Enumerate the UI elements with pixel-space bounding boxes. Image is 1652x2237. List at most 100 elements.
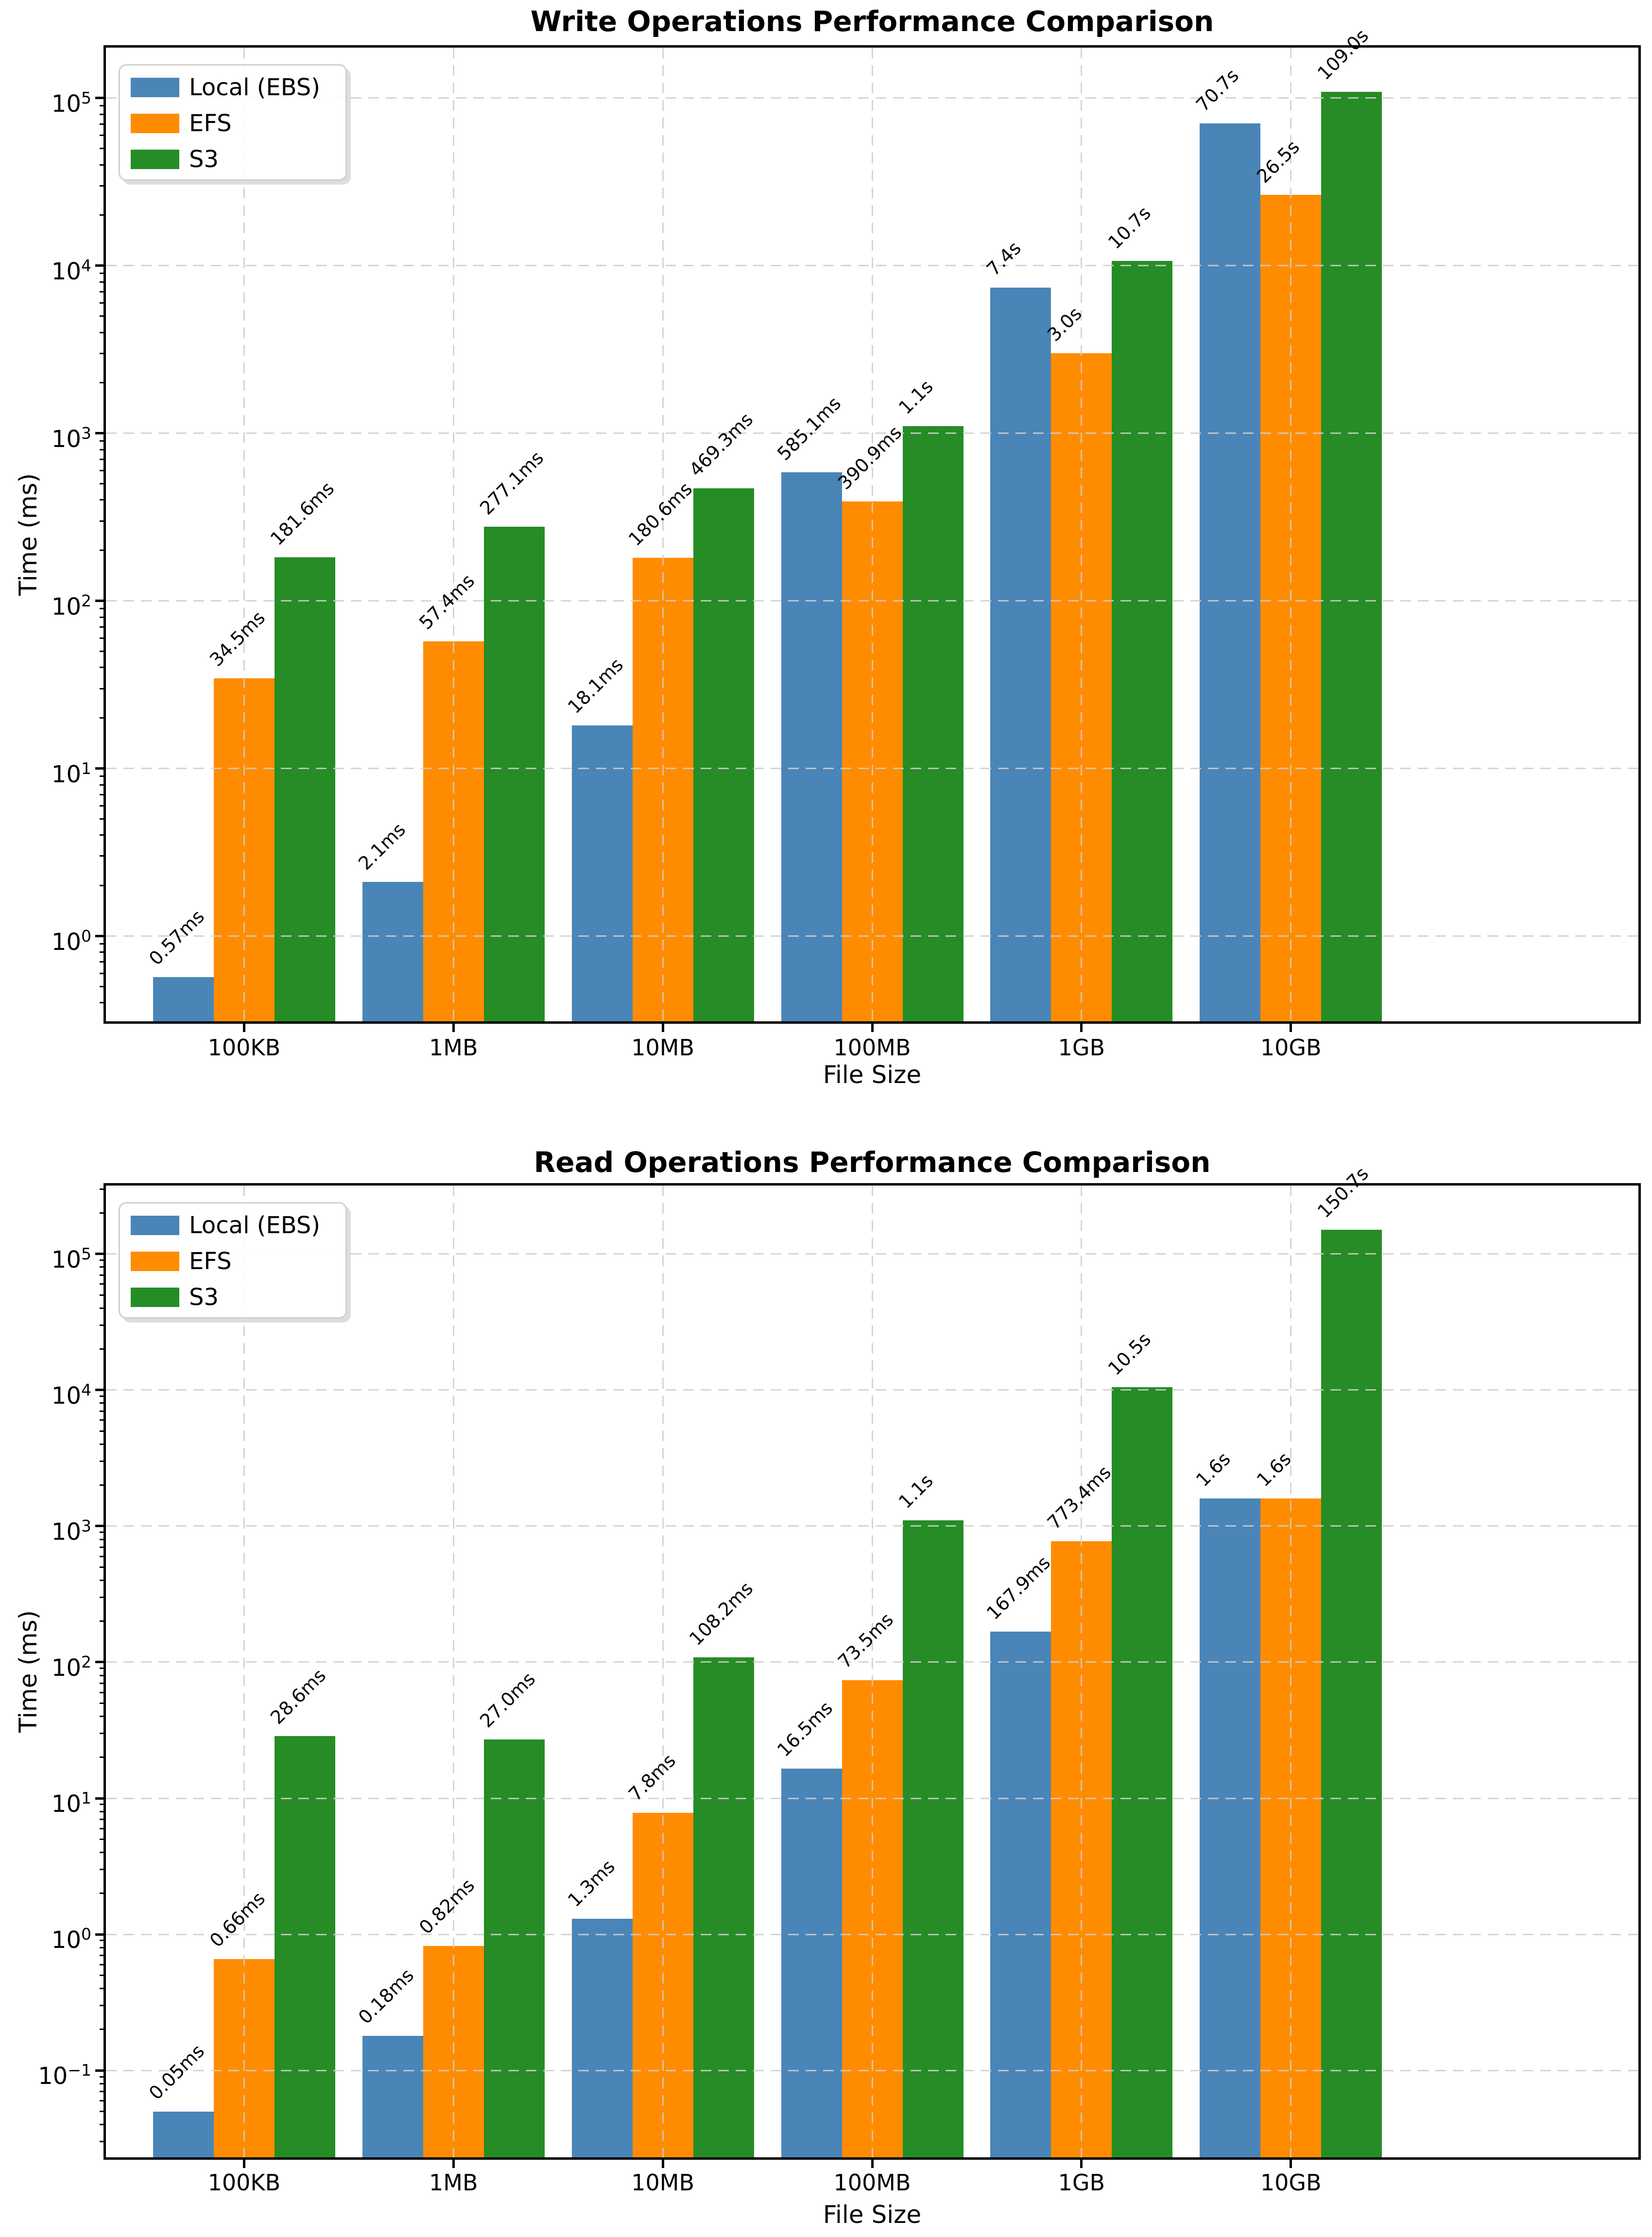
x-tick	[1080, 1021, 1083, 1032]
bar-local-ebs	[362, 882, 423, 1021]
y-minor-tick	[100, 1988, 106, 1990]
y-minor-tick	[100, 123, 106, 125]
bar-local-ebs	[990, 287, 1051, 1021]
bar-local-ebs	[571, 725, 633, 1021]
y-major-tick	[95, 600, 106, 602]
bar-local-ebs	[1200, 123, 1261, 1021]
y-minor-tick	[100, 1893, 106, 1894]
y-minor-tick	[100, 1691, 106, 1693]
x-tick	[871, 1021, 874, 1032]
bar-efs	[1051, 353, 1112, 1021]
y-minor-tick	[100, 1002, 106, 1004]
y-minor-tick	[100, 2141, 106, 2143]
y-tick-label: 104	[51, 1380, 91, 1410]
bar-value-label: 390.9ms	[834, 422, 906, 494]
y-minor-tick	[100, 185, 106, 187]
x-tick-label: 1MB	[429, 1034, 478, 1061]
y-minor-tick	[100, 1443, 106, 1445]
y-minor-tick	[100, 667, 106, 669]
bar-value-label: 1.6s	[1191, 1447, 1235, 1491]
bar-value-label: 57.4ms	[415, 569, 479, 634]
legend: Local (EBS) EFS S3	[119, 64, 347, 181]
y-minor-tick	[100, 972, 106, 974]
y-major-tick	[95, 1661, 106, 1664]
bar-local-ebs	[362, 2035, 423, 2157]
bar-s3	[902, 426, 964, 1021]
y-minor-tick	[100, 1946, 106, 1948]
y-minor-tick	[100, 1869, 106, 1870]
y-minor-tick	[100, 1460, 106, 1462]
plot-area	[103, 45, 1641, 1024]
bar-s3	[1112, 1387, 1173, 2157]
y-minor-tick	[100, 616, 106, 618]
y-tick-label: 102	[51, 591, 91, 620]
x-tick	[242, 2157, 245, 2168]
bar-value-label: 0.66ms	[206, 1887, 270, 1951]
bar-value-label: 26.5s	[1252, 136, 1304, 187]
y-major-tick	[95, 935, 106, 938]
x-tick-label: 100MB	[833, 2169, 911, 2196]
v-gridline	[452, 48, 454, 1021]
legend-item-s3: S3	[120, 141, 345, 177]
bar-s3	[693, 488, 754, 1021]
h-gridline	[106, 2069, 1638, 2071]
y-minor-tick	[100, 1963, 106, 1965]
y-minor-tick	[100, 520, 106, 522]
y-minor-tick	[100, 2091, 106, 2093]
x-tick	[452, 1021, 455, 1032]
bar-s3	[483, 1739, 545, 2157]
v-gridline	[1081, 1186, 1083, 2157]
y-minor-tick	[100, 1419, 106, 1421]
x-tick-label: 1GB	[1058, 2169, 1105, 2196]
legend-swatch-s3	[131, 1288, 179, 1307]
y-minor-tick	[100, 458, 106, 460]
y-minor-tick	[100, 1555, 106, 1557]
bar-value-label: 109.0s	[1313, 25, 1373, 85]
legend-label: EFS	[189, 1248, 232, 1275]
y-minor-tick	[100, 1546, 106, 1548]
y-tick-label: 104	[51, 256, 91, 285]
y-minor-tick	[100, 651, 106, 652]
y-minor-tick	[100, 1810, 106, 1812]
v-gridline	[1081, 48, 1083, 1021]
bar-efs	[213, 1959, 275, 2157]
bar-efs	[213, 678, 275, 1021]
y-minor-tick	[100, 834, 106, 836]
h-gridline	[106, 265, 1638, 267]
chart-title: Write Operations Performance Comparison	[530, 5, 1214, 38]
bar-s3	[483, 526, 545, 1021]
bar-local-ebs	[990, 1631, 1051, 2157]
y-minor-tick	[100, 775, 106, 777]
y-minor-tick	[100, 469, 106, 471]
bar-value-label: 70.7s	[1191, 64, 1243, 116]
bar-s3	[1112, 260, 1173, 1021]
y-minor-tick	[100, 1259, 106, 1261]
y-tick-label: 103	[51, 423, 91, 453]
y-minor-tick	[100, 382, 106, 384]
h-gridline	[106, 768, 1638, 770]
y-minor-tick	[100, 1974, 106, 1976]
y-minor-tick	[100, 1702, 106, 1704]
y-minor-tick	[100, 1531, 106, 1533]
x-tick-label: 10MB	[631, 1034, 695, 1061]
y-minor-tick	[100, 626, 106, 628]
y-tick-label: 102	[51, 1652, 91, 1682]
y-minor-tick	[100, 1827, 106, 1829]
y-major-tick	[95, 1797, 106, 1800]
y-minor-tick	[100, 961, 106, 963]
bar-value-label: 181.6ms	[266, 478, 339, 550]
y-minor-tick	[100, 1818, 106, 1820]
y-minor-tick	[100, 805, 106, 807]
legend-label: S3	[189, 1284, 219, 1311]
plot-area	[103, 1183, 1641, 2160]
y-minor-tick	[100, 688, 106, 689]
y-minor-tick	[100, 784, 106, 786]
x-tick-label: 100KB	[207, 1034, 281, 1061]
y-minor-tick	[100, 793, 106, 795]
bar-value-label: 773.4ms	[1043, 1462, 1116, 1534]
x-tick-label: 100MB	[833, 1034, 911, 1061]
bar-value-label: 1.1s	[895, 376, 937, 419]
y-major-tick	[95, 767, 106, 770]
